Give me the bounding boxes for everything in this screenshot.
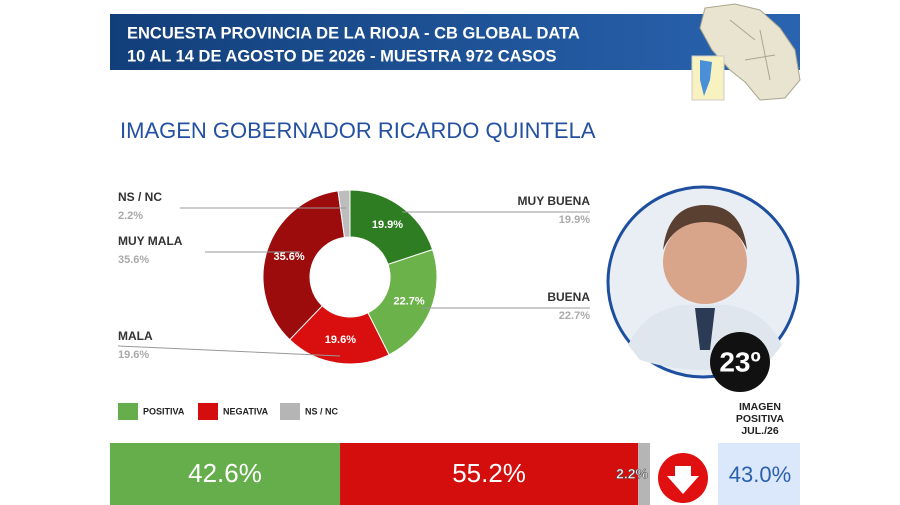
category-value: 19.9% [559, 214, 590, 226]
map [691, 3, 801, 101]
chart-title: IMAGEN GOBERNADOR RICARDO QUINTELA [120, 118, 596, 143]
category-label: MUY MALA [118, 234, 183, 248]
header-line: 10 AL 14 DE AGOSTO DE 2026 - MUESTRA 972… [127, 47, 556, 65]
leader-line [117, 345, 341, 357]
summary-bar [110, 443, 341, 505]
header-line: ENCUESTA PROVINCIA DE LA RIOJA - CB GLOB… [127, 24, 580, 42]
category-value: 22.7% [559, 310, 590, 322]
legend-label: POSITIVA [143, 406, 185, 416]
legend-swatch [280, 403, 300, 420]
donut-slice [262, 190, 346, 341]
legend-swatch [118, 403, 138, 420]
summary-label: 42.6% [188, 458, 262, 488]
summary-label: 2.2% [616, 466, 648, 482]
header-band [110, 14, 800, 70]
summary-bar [638, 443, 650, 505]
donut-slice [367, 248, 438, 356]
legend-swatch [198, 403, 218, 420]
ranking: 23º [719, 346, 760, 377]
slice-label: 35.6% [274, 251, 305, 263]
slice-label: 19.6% [325, 334, 356, 346]
summary-label: 55.2% [452, 458, 526, 488]
portrait [606, 185, 800, 379]
previous-label: POSITIVA [736, 413, 785, 425]
slice-label: 19.9% [372, 219, 403, 231]
legend-label: NS / NC [305, 406, 339, 416]
category-label: BUENA [547, 290, 590, 304]
previous-label: IMAGEN [739, 401, 781, 413]
previous-value: 43.0% [729, 462, 791, 487]
donut-slice [337, 189, 351, 238]
previous-box [718, 443, 800, 505]
category-value: 19.6% [118, 349, 149, 361]
slice-label: 22.7% [394, 295, 425, 307]
category-label: MALA [118, 329, 153, 343]
category-label: NS / NC [118, 190, 162, 204]
down-arrow [667, 466, 699, 494]
category-label: MUY BUENA [518, 194, 591, 208]
category-value: 2.2% [118, 210, 143, 222]
legend-label: NEGATIVA [223, 406, 269, 416]
category-value: 35.6% [118, 254, 149, 266]
summary-bar [340, 443, 639, 505]
previous-label: JUL./26 [741, 425, 779, 437]
ranking-badge [710, 332, 770, 392]
